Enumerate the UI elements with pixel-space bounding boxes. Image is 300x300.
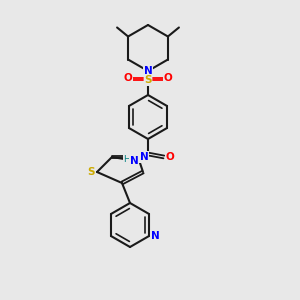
Text: N: N <box>151 231 159 241</box>
Text: N: N <box>144 66 152 76</box>
Text: H: H <box>124 154 130 164</box>
Text: O: O <box>164 73 172 83</box>
Text: S: S <box>144 75 152 85</box>
Text: O: O <box>166 152 174 162</box>
Text: S: S <box>87 167 95 177</box>
Text: N: N <box>130 156 138 166</box>
Text: N: N <box>140 152 148 162</box>
Text: O: O <box>124 73 132 83</box>
